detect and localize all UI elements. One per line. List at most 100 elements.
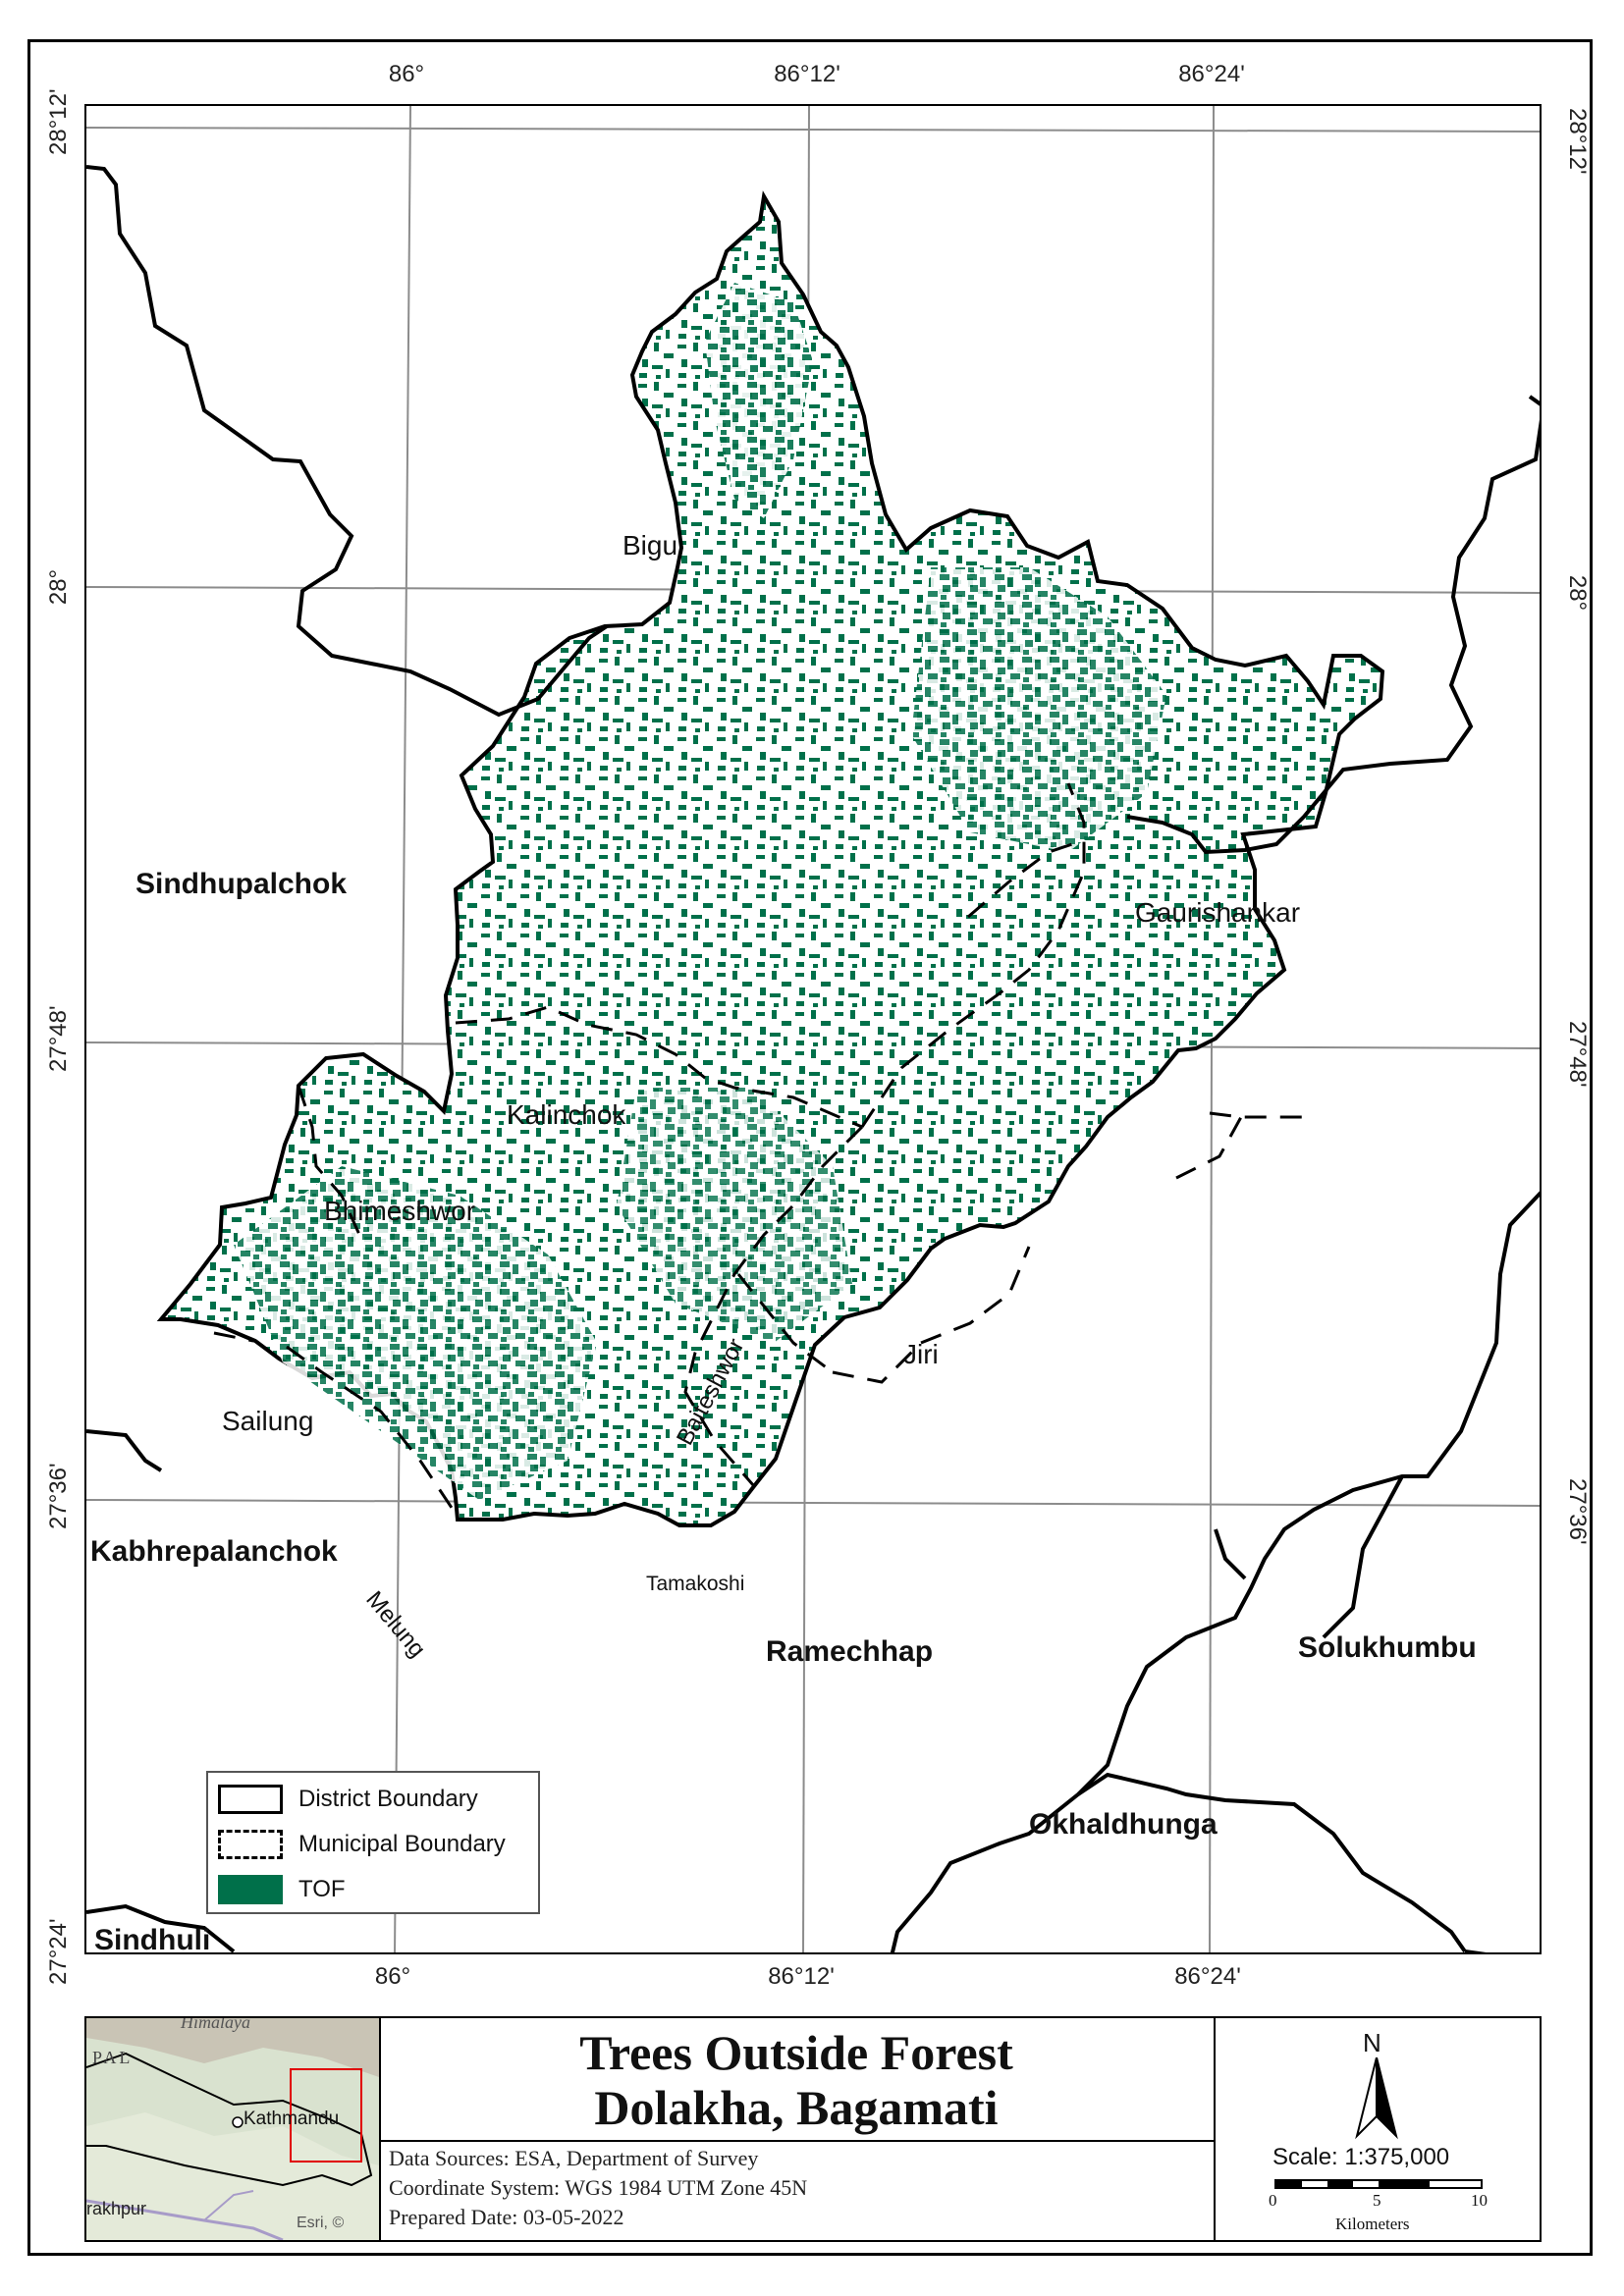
municipal-boundary	[967, 840, 1079, 919]
map-subtitle: Dolakha, Bagamati	[594, 2080, 999, 2135]
district-label-sindhuli: Sindhuli	[94, 1924, 211, 1954]
map-sheet-border	[27, 39, 1593, 2256]
municipal-boundary	[297, 1085, 363, 1240]
municipal-boundary	[213, 1331, 254, 1343]
legend: District Boundary Municipal Boundary TOF	[206, 1771, 540, 1914]
municipality-label-sailung: Sailung	[222, 1406, 314, 1436]
lon-label-top: 86°24'	[1178, 61, 1245, 87]
district-boundary	[1528, 395, 1540, 406]
municipality-label-bigu: Bigu	[623, 530, 678, 561]
terrain-shade	[86, 2112, 379, 2240]
scale-bar-segment	[1379, 2181, 1430, 2187]
map-frame[interactable]: Sindhupalchok Kabhrepalanchok Sindhuli R…	[84, 104, 1542, 1954]
tof-dense-zone	[617, 1088, 852, 1343]
legend-label: District Boundary	[298, 1786, 478, 1812]
scale-unit: Kilometers	[1335, 2215, 1410, 2233]
municipality-label-bhimeshwor: Bhimeshwor	[324, 1196, 476, 1226]
lat-label-right: 27°48'	[1564, 1021, 1591, 1088]
scale-bar	[1274, 2179, 1483, 2189]
district-boundary	[1322, 1475, 1404, 1639]
scale-tick-label: 0	[1269, 2191, 1277, 2210]
map-canvas	[86, 106, 1540, 1952]
municipal-boundary	[455, 1005, 863, 1129]
inset-label-himalaya: Himalaya	[181, 2018, 250, 2032]
lon-label-bottom: 86°24'	[1174, 1963, 1241, 1990]
north-arrow-right	[1376, 2057, 1398, 2140]
locator-inset-map[interactable]: Himalaya PAL Kathmandu rakhpur Esri, ©	[86, 2018, 381, 2240]
district-label-okhaldhunga: Okhaldhunga	[1029, 1808, 1218, 1841]
scale-tick-label: 10	[1471, 2191, 1488, 2210]
terrain-shade	[86, 2018, 379, 2077]
municipality-label-jiri: Jiri	[903, 1339, 939, 1369]
lat-label-left: 27°36'	[45, 1463, 72, 1529]
district-boundary	[1126, 419, 1540, 855]
prepared-date: Prepared Date: 03-05-2022	[389, 2205, 624, 2229]
grid-line	[86, 127, 1540, 133]
kathmandu-marker	[232, 2116, 244, 2128]
municipal-boundary	[286, 1345, 461, 1521]
district-boundary	[1214, 1528, 1247, 1580]
inset-label-nepal: PAL	[92, 2048, 134, 2067]
nepal-border	[86, 2052, 373, 2187]
legend-label: Municipal Boundary	[298, 1831, 506, 1857]
municipality-label-tamakoshi: Tamakoshi	[646, 1573, 745, 1595]
lat-label-left: 28°12'	[45, 88, 72, 155]
north-label: N	[1363, 2028, 1381, 2057]
municipal-boundary	[920, 1246, 1031, 1345]
title-block: Trees Outside Forest Dolakha, Bagamati D…	[379, 2018, 1216, 2240]
legend-label: TOF	[298, 1876, 346, 1902]
municipal-boundary	[683, 1125, 864, 1487]
scale-bar-segment	[1302, 2181, 1327, 2187]
district-boundary	[1464, 1949, 1487, 1952]
scale-bar-segment	[1353, 2181, 1379, 2187]
inset-attribution: Esri, ©	[297, 2215, 345, 2231]
lat-label-left: 28°	[45, 568, 72, 606]
coordinate-system: Coordinate System: WGS 1984 UTM Zone 45N	[389, 2175, 808, 2200]
lat-label-right: 27°36'	[1564, 1478, 1591, 1545]
grid-line	[394, 106, 411, 1952]
scale-bar-segment	[1276, 2181, 1302, 2187]
municipal-boundary	[1175, 1116, 1243, 1180]
data-sources: Data Sources: ESA, Department of Survey	[389, 2146, 759, 2170]
municipality-label-kalinchok: Kalinchok	[507, 1099, 626, 1130]
inset-label-kathmandu: Kathmandu	[244, 2109, 340, 2129]
district-label-sindhupalchok: Sindhupalchok	[135, 868, 348, 900]
grid-line	[86, 1499, 1540, 1507]
dolakha-tof-area	[156, 190, 1385, 1527]
dolakha-extent-box	[290, 2068, 362, 2163]
scale-tick-label: 5	[1373, 2191, 1381, 2210]
lat-label-left: 27°48'	[45, 1005, 72, 1072]
legend-item-tof: TOF	[218, 1873, 346, 1906]
lat-label-right: 28°12'	[1564, 108, 1591, 175]
inset-canvas	[86, 2018, 379, 2240]
tof-dense-zone	[911, 567, 1166, 852]
lat-label-left: 27°24'	[45, 1918, 72, 1985]
lon-label-top: 86°12'	[774, 61, 840, 87]
municipal-boundary	[860, 782, 1086, 1128]
municipal-boundary-swatch	[218, 1830, 283, 1859]
scale-block: N Scale: 1:375,000 0 5 10 Kilometers	[1214, 2018, 1540, 2240]
municipal-boundaries	[213, 782, 1304, 1521]
scale-bar-segment	[1327, 2181, 1353, 2187]
north-arrow-icon	[1355, 2057, 1398, 2140]
district-boundary	[1076, 1772, 1467, 1952]
district-label-kabhrepalanchok: Kabhrepalanchok	[90, 1535, 338, 1568]
lon-label-bottom: 86°12'	[768, 1963, 835, 1990]
scale-text: Scale: 1:375,000	[1272, 2144, 1450, 2170]
river	[203, 2190, 254, 2221]
scale-bar-segment	[1430, 2181, 1481, 2187]
legend-item-municipal-boundary: Municipal Boundary	[218, 1828, 506, 1861]
map-info-panel: Himalaya PAL Kathmandu rakhpur Esri, © T…	[84, 2016, 1542, 2242]
district-label-solukhumbu: Solukhumbu	[1298, 1631, 1477, 1664]
district-boundary	[890, 1792, 1080, 1952]
tof-dense-zone	[705, 283, 813, 518]
lat-label-right: 28°	[1564, 574, 1591, 612]
municipal-boundary	[832, 1341, 923, 1384]
municipal-boundary	[736, 1273, 834, 1374]
district-label-ramechhap: Ramechhap	[766, 1635, 934, 1668]
municipal-boundary	[1209, 1111, 1304, 1119]
district-boundary	[86, 1429, 163, 1472]
inset-label-gorakhpur: rakhpur	[86, 2199, 147, 2218]
district-boundary	[86, 165, 609, 718]
lon-label-top: 86°	[388, 61, 425, 87]
